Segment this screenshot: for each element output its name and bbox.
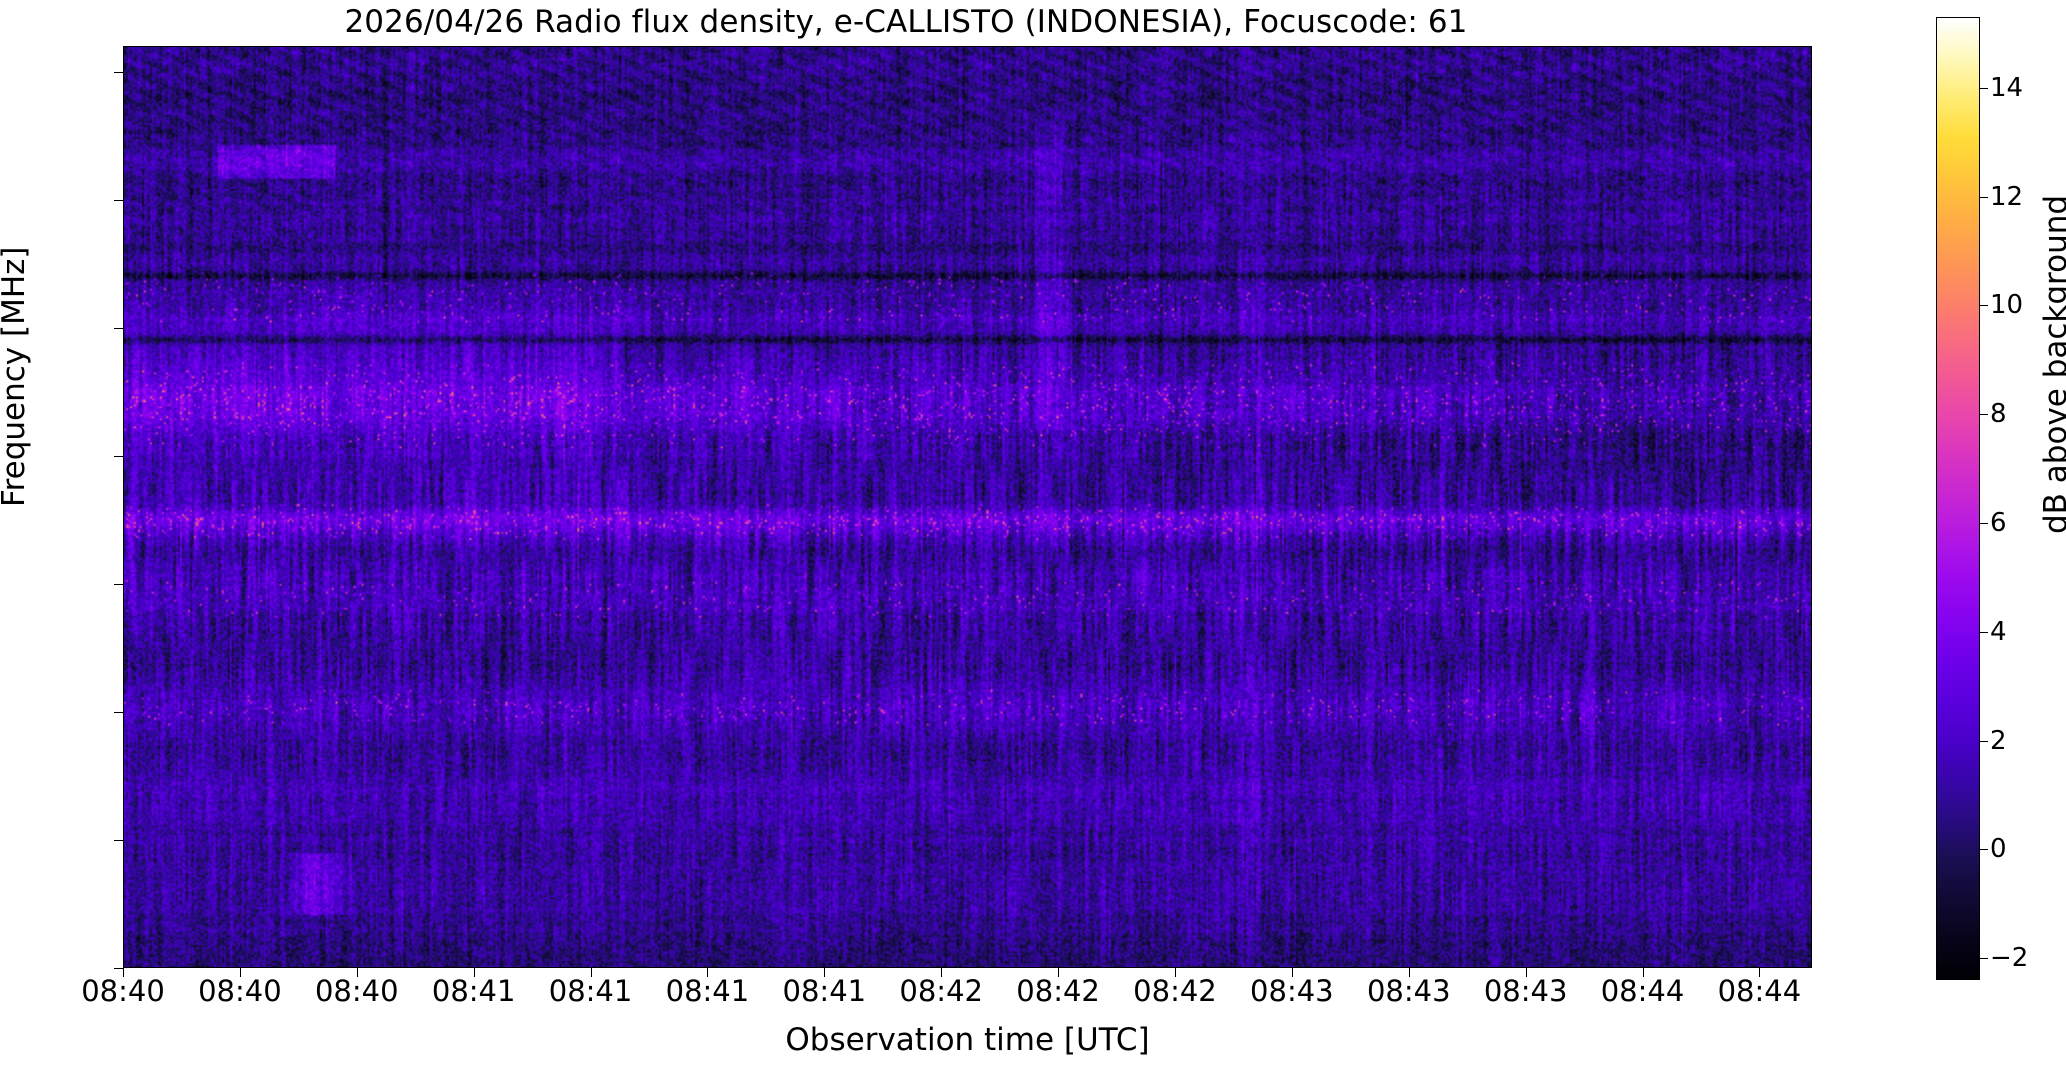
x-tick-label: 08:41 <box>665 974 750 1008</box>
x-tick-mark <box>707 968 709 977</box>
x-tick-label: 08:41 <box>548 974 633 1008</box>
y-axis-label: Frequency [MHz] <box>0 246 32 507</box>
spectrogram-image <box>124 47 1811 967</box>
x-tick-mark <box>1408 968 1410 977</box>
x-tick-mark <box>1642 968 1644 977</box>
x-tick-mark <box>941 968 943 977</box>
x-tick-label: 08:43 <box>1366 974 1451 1008</box>
colorbar-tick-label: 14 <box>1990 72 2024 103</box>
x-tick-mark <box>1174 968 1176 977</box>
colorbar-tick-mark <box>1980 740 1988 742</box>
colorbar-tick-mark <box>1980 87 1988 89</box>
y-tick-mark <box>114 968 123 969</box>
y-tick-mark <box>114 839 123 841</box>
x-tick-mark <box>1525 968 1527 977</box>
page-title: 2026/04/26 Radio flux density, e-CALLIST… <box>344 4 1468 40</box>
x-tick-label: 08:44 <box>1717 974 1802 1008</box>
x-tick-label: 08:40 <box>81 974 165 1008</box>
colorbar-gradient <box>1937 18 1979 979</box>
x-tick-mark <box>1759 968 1761 977</box>
x-tick-label: 08:40 <box>198 974 282 1008</box>
y-tick-mark <box>114 327 123 329</box>
colorbar-tick-mark <box>1980 305 1988 307</box>
y-tick-mark <box>114 455 123 457</box>
x-tick-mark <box>824 968 826 977</box>
colorbar-tick-mark <box>1980 631 1988 633</box>
y-tick-mark <box>114 711 123 713</box>
x-tick-mark <box>356 968 358 977</box>
x-tick-mark <box>1291 968 1293 977</box>
x-tick-mark <box>473 968 475 977</box>
colorbar-tick-label: 2 <box>1990 725 2007 756</box>
colorbar-tick-mark <box>1980 196 1988 198</box>
x-tick-mark <box>239 968 241 977</box>
y-tick-mark <box>114 583 123 585</box>
x-tick-mark <box>590 968 592 977</box>
x-tick-label: 08:41 <box>431 974 516 1008</box>
x-tick-label: 08:44 <box>1600 974 1685 1008</box>
colorbar-tick-mark <box>1980 414 1988 416</box>
colorbar-tick-label: 8 <box>1990 399 2007 430</box>
x-tick-label: 08:42 <box>1016 974 1100 1008</box>
colorbar-tick-label: 12 <box>1990 181 2024 212</box>
x-tick-label: 08:42 <box>1133 974 1217 1008</box>
x-tick-label: 08:41 <box>782 974 867 1008</box>
colorbar-tick-label: 10 <box>1990 290 2024 321</box>
colorbar-tick-label: 0 <box>1990 834 2007 865</box>
x-tick-mark <box>1058 968 1060 977</box>
x-axis-label: Observation time [UTC] <box>785 1022 1150 1058</box>
y-tick-mark <box>114 71 123 73</box>
colorbar-tick-label: 6 <box>1990 507 2007 538</box>
x-tick-label: 08:42 <box>899 974 983 1008</box>
colorbar-tick-label: −2 <box>1990 943 2029 974</box>
x-tick-label: 08:43 <box>1250 974 1334 1008</box>
x-tick-mark <box>123 968 124 977</box>
colorbar-tick-mark <box>1980 522 1988 524</box>
x-tick-label: 08:43 <box>1483 974 1568 1008</box>
colorbar-tick-label: 4 <box>1990 616 2007 647</box>
colorbar-label: dB above background <box>2038 194 2066 534</box>
colorbar <box>1936 17 1980 980</box>
colorbar-tick-mark <box>1980 958 1988 960</box>
spectrogram-plot-area <box>123 46 1812 968</box>
y-tick-mark <box>114 199 123 201</box>
x-tick-label: 08:40 <box>314 974 399 1008</box>
colorbar-tick-mark <box>1980 849 1988 851</box>
